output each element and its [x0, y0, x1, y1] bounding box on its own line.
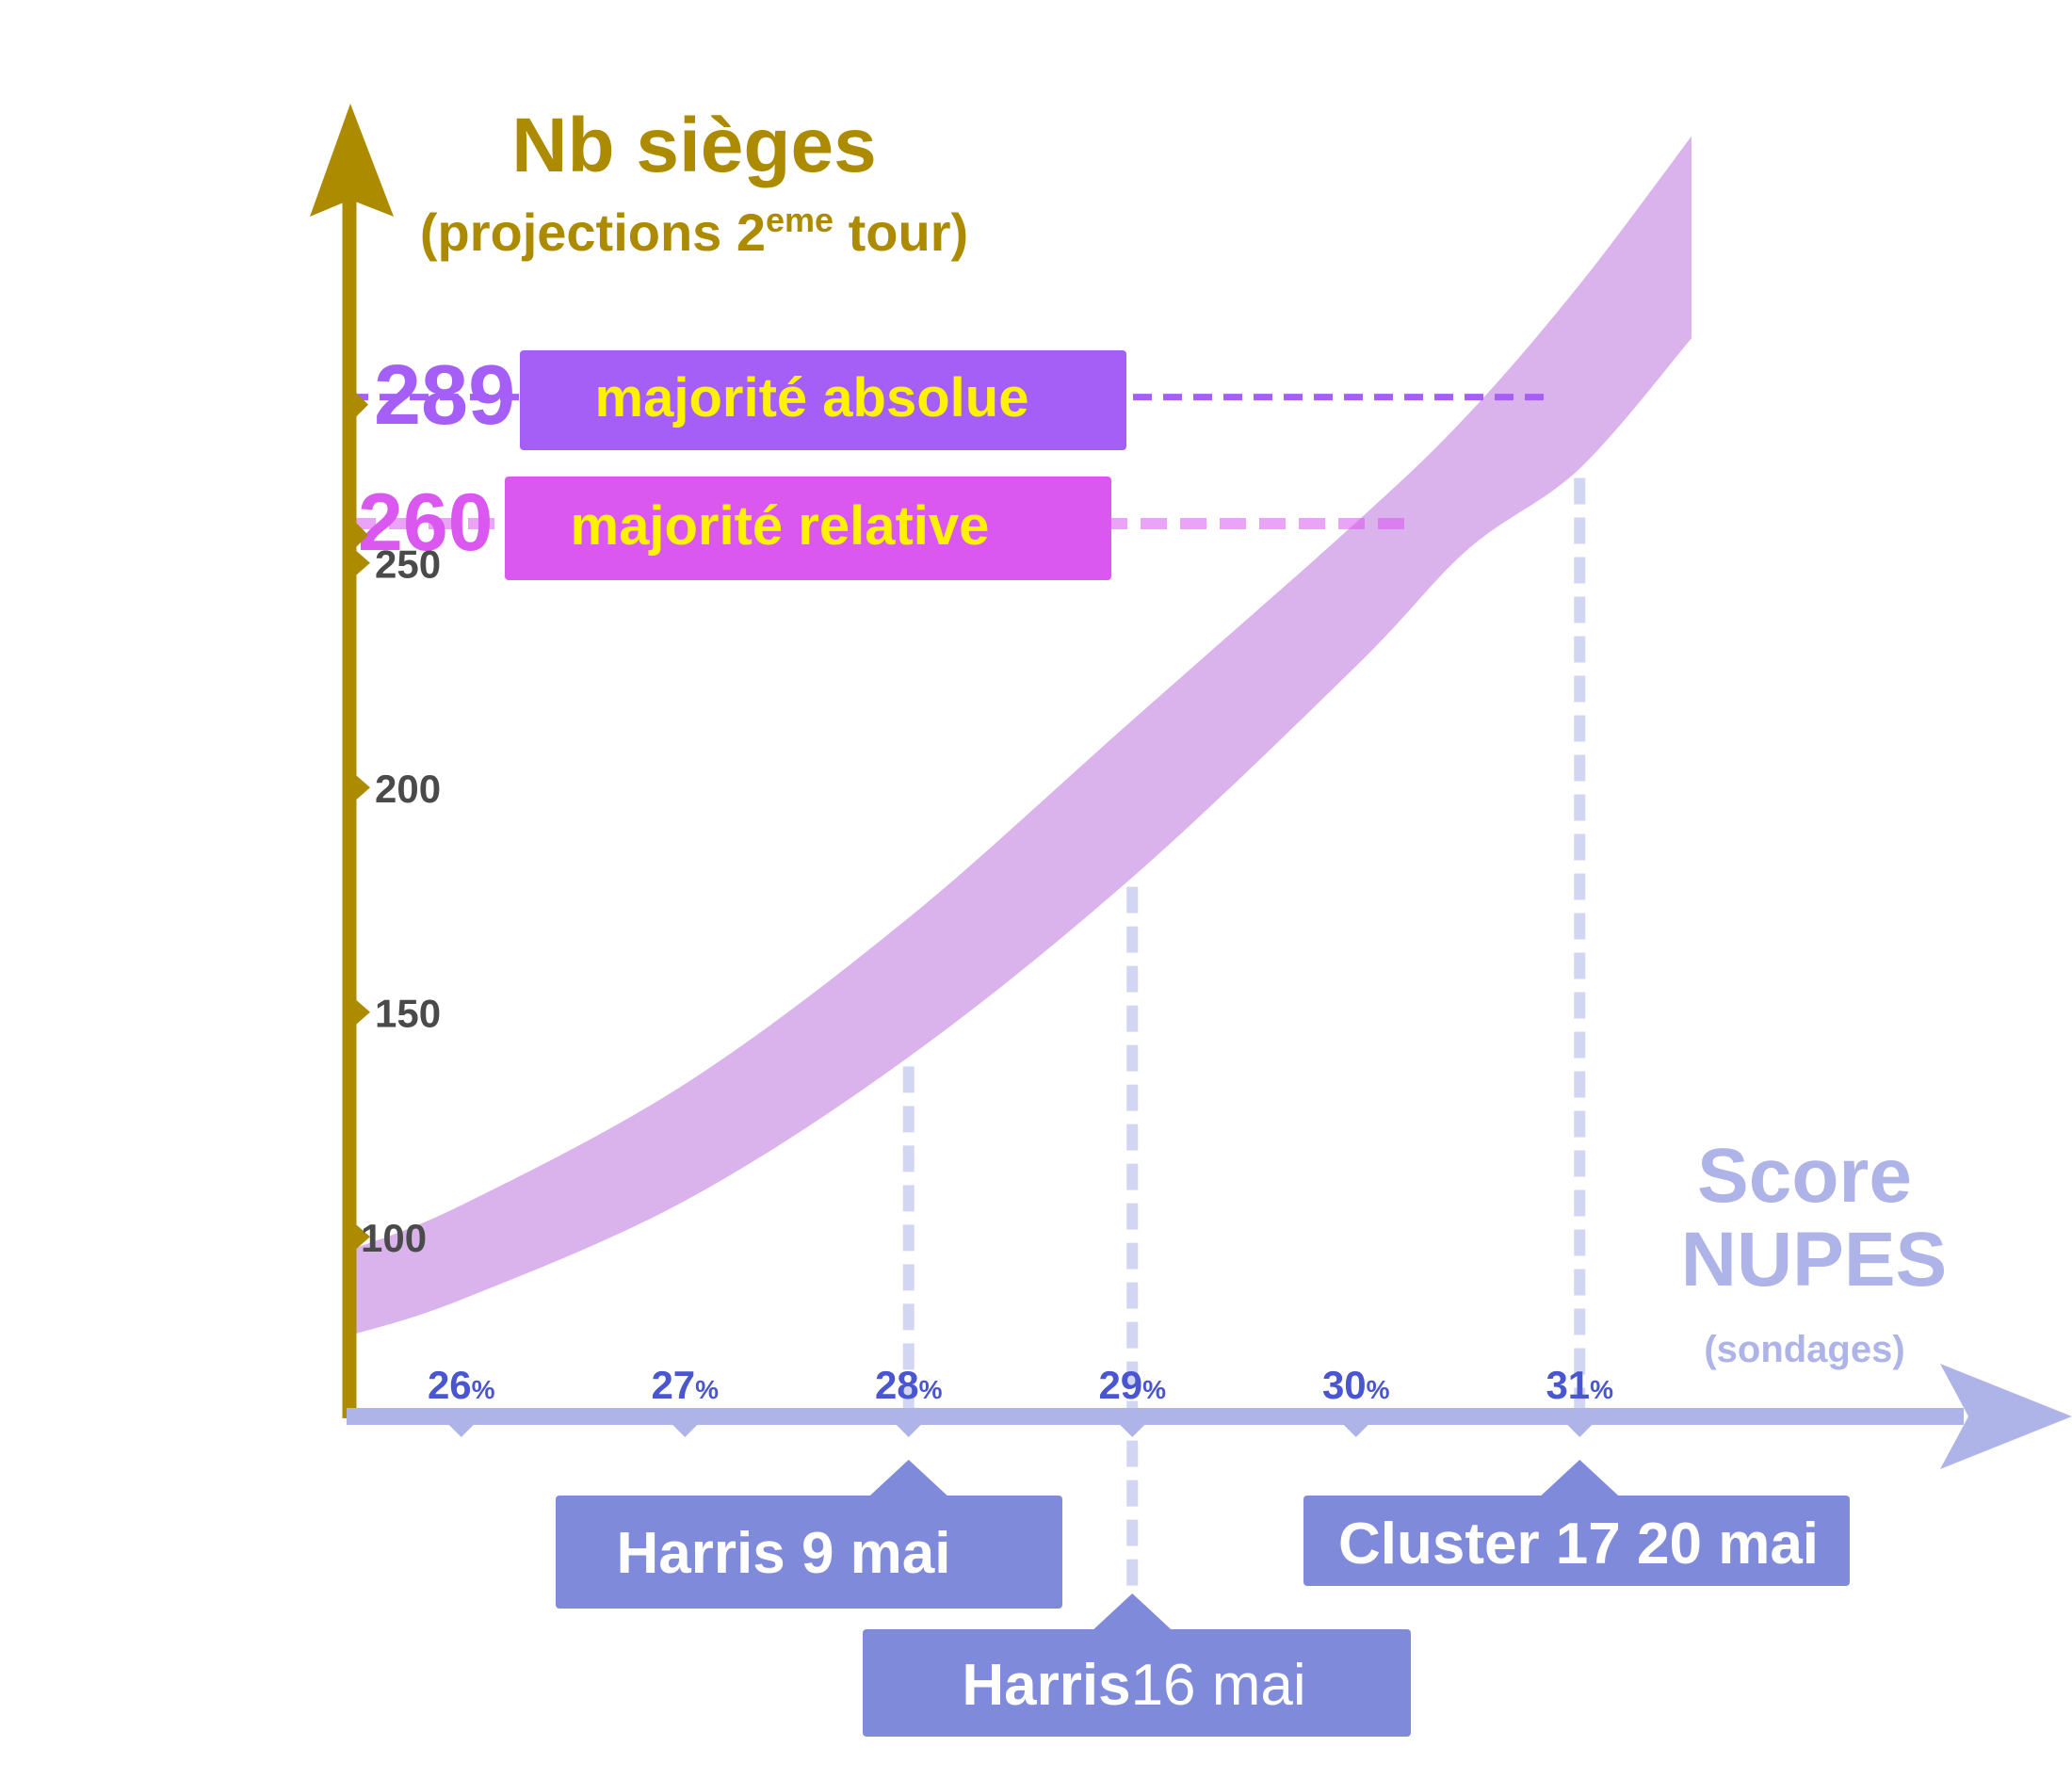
relative-threshold-value: 260	[358, 477, 494, 568]
poll-label-box	[556, 1496, 1062, 1609]
y-tick-label: 200	[375, 767, 441, 811]
poll-date: 9 mai	[801, 1521, 951, 1586]
x-tick-number: 27	[651, 1363, 695, 1407]
poll-name: Cluster 17	[1338, 1512, 1637, 1577]
x-tick-percent: %	[919, 1375, 943, 1404]
x-axis-arrowhead	[1940, 1364, 2072, 1469]
x-tick-mark	[672, 1424, 699, 1437]
x-tick-percent: %	[1590, 1375, 1613, 1404]
absolute-threshold-value: 289	[374, 348, 515, 443]
y-tick-label: 150	[375, 992, 441, 1036]
x-tick-number: 28	[875, 1363, 919, 1407]
x-tick-mark	[447, 1424, 475, 1437]
x-axis-title-line3: (sondages)	[1704, 1329, 1904, 1370]
x-tick-number: 30	[1322, 1363, 1367, 1407]
poll-label: Cluster 17 20 mai	[1338, 1512, 1819, 1577]
x-tick-number: 26	[428, 1363, 472, 1407]
poll-pointer	[1093, 1593, 1173, 1630]
y-tick-mark	[355, 549, 370, 576]
relative-badge-label: majorité relative	[571, 495, 990, 557]
x-tick-label: 26%	[428, 1363, 495, 1407]
x-tick-label: 28%	[875, 1363, 943, 1407]
x-tick-label: 30%	[1322, 1363, 1390, 1407]
relative-badge	[505, 477, 1111, 580]
y-axis-title: Nb sièges	[511, 103, 876, 188]
y-axis-subtitle: (projections 2eme tour)	[420, 201, 968, 262]
x-axis-title-line2: NUPES	[1681, 1217, 1948, 1302]
x-tick-label: 31%	[1546, 1363, 1613, 1407]
poll-name: Harris	[962, 1653, 1130, 1718]
absolute-badge	[520, 350, 1126, 450]
x-tick-percent: %	[1142, 1375, 1166, 1404]
x-tick-mark	[1566, 1424, 1594, 1437]
poll-label-box	[863, 1629, 1411, 1737]
y-axis-subtitle-start: (projections 2	[420, 202, 766, 262]
x-tick-mark	[1119, 1424, 1146, 1437]
x-tick-percent: %	[472, 1375, 495, 1404]
poll-name: Harris	[617, 1521, 801, 1586]
poll-date: 20 mai	[1637, 1512, 1819, 1577]
y-threshold-tick	[355, 522, 368, 548]
absolute-badge-label: majorité absolue	[595, 367, 1029, 429]
y-axis-arrowhead	[310, 104, 394, 217]
x-tick-mark	[895, 1424, 922, 1437]
x-tick-number: 29	[1098, 1363, 1142, 1407]
seat-projection-band	[349, 136, 1692, 1336]
y-tick-label: 250	[375, 542, 441, 587]
poll-pointer	[868, 1460, 948, 1496]
poll-label: Harris16 mai	[962, 1653, 1305, 1718]
x-tick-mark	[1342, 1424, 1369, 1437]
y-tick-mark	[355, 774, 370, 801]
x-tick-number: 31	[1546, 1363, 1590, 1407]
y-tick-mark	[355, 1223, 370, 1251]
x-tick-label: 27%	[651, 1363, 719, 1407]
y-axis-subtitle-superscript: eme	[766, 201, 834, 239]
y-axis-subtitle-end: tour)	[834, 202, 968, 262]
y-tick-label: 100	[361, 1216, 427, 1260]
y-tick-mark	[355, 998, 370, 1026]
x-tick-percent: %	[1367, 1375, 1390, 1404]
poll-label-box	[1303, 1496, 1850, 1586]
y-threshold-tick	[355, 391, 368, 418]
x-axis-title-line1: Score	[1697, 1133, 1912, 1219]
poll-label: Harris 9 mai	[617, 1521, 951, 1586]
poll-pointer	[1540, 1460, 1620, 1496]
poll-date: 16 mai	[1131, 1653, 1306, 1718]
x-tick-percent: %	[695, 1375, 719, 1404]
x-tick-label: 29%	[1098, 1363, 1166, 1407]
